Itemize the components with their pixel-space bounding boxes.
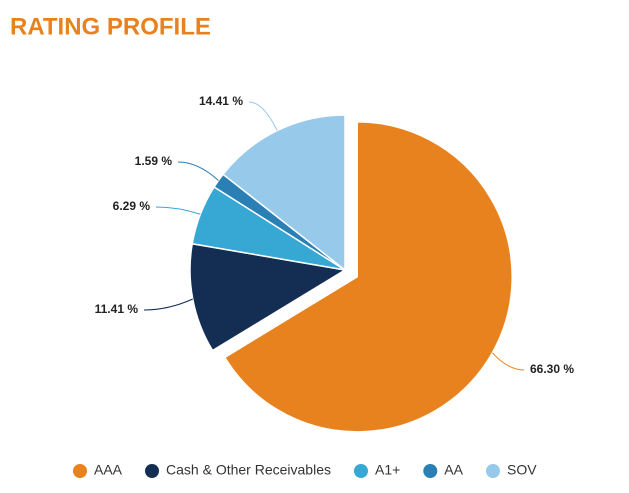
legend-marker (353, 464, 368, 478)
chart-title: RATING PROFILE (10, 13, 211, 40)
pie-slice (223, 121, 513, 433)
legend-marker (145, 464, 160, 478)
value-label: 11.41 % (95, 302, 139, 316)
legend-marker (423, 464, 438, 478)
legend-label: SOV (507, 462, 537, 478)
legend-label: AAA (94, 462, 123, 478)
pie-slice (189, 242, 348, 352)
legend-marker (73, 464, 87, 478)
value-label: 66.30 % (530, 362, 574, 376)
value-label: 14.41 % (199, 94, 243, 108)
leader-line (177, 161, 219, 181)
legend-marker (485, 464, 500, 478)
leader-line (143, 298, 193, 311)
value-label: 6.29 % (113, 199, 151, 213)
value-label: 1.59 % (135, 154, 173, 168)
legend-label: A1+ (375, 462, 400, 478)
leader-line (155, 206, 201, 215)
leader-line (491, 352, 525, 371)
legend-label: Cash & Other Receivables (166, 462, 331, 478)
legend-label: AA (444, 462, 463, 478)
leader-line (248, 101, 278, 131)
